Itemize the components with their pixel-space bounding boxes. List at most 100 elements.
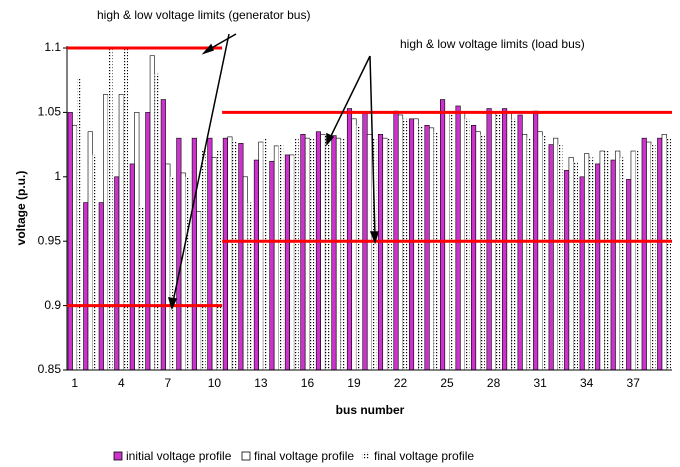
legend-swatch (113, 451, 123, 461)
legend-swatch (241, 451, 251, 461)
x-tick-label: 7 (164, 376, 171, 390)
bar (340, 138, 346, 370)
legend-label: initial voltage profile (126, 449, 232, 463)
bar (635, 151, 640, 370)
bar (242, 176, 248, 371)
bar (238, 143, 244, 371)
x-tick-label: 22 (394, 376, 408, 390)
x-tick-label: 4 (118, 376, 125, 390)
bar (641, 137, 647, 371)
plot: 0.85 0.9 0.95 1 1.05 1.1 1 4 7 10 13 16 19 22 25 28 31 34… (38, 40, 672, 390)
bar (346, 108, 353, 371)
bar (222, 137, 228, 371)
y-tick-label: 1 (54, 169, 61, 183)
x-tick-label: 1 (71, 376, 78, 390)
bar (118, 94, 124, 371)
bar (309, 138, 315, 370)
annotation: high & low voltage limits (generator bus… (97, 8, 310, 22)
bar (351, 118, 357, 371)
bar (278, 144, 284, 370)
bar (134, 112, 140, 371)
bar (630, 150, 636, 371)
bar (273, 145, 279, 371)
bar (294, 138, 299, 370)
bar (92, 154, 98, 370)
x-tick-label: 34 (580, 376, 594, 390)
bar (568, 157, 574, 371)
bar (579, 176, 585, 371)
bar (433, 131, 439, 370)
bar (145, 112, 151, 371)
bar (263, 138, 268, 370)
bar (480, 134, 485, 370)
bar (335, 137, 342, 371)
bar (114, 176, 120, 371)
bar (537, 131, 543, 371)
bar (216, 151, 222, 370)
bar (502, 108, 508, 371)
bar (522, 133, 528, 371)
bar (154, 73, 160, 370)
bar (424, 124, 430, 371)
bar (440, 99, 446, 371)
bar (418, 125, 423, 370)
bar (232, 140, 237, 370)
bar (170, 176, 175, 370)
annotation: high & low voltage limits (load bus) (400, 37, 585, 51)
bar (201, 151, 206, 370)
bar (331, 135, 337, 371)
bar (247, 202, 253, 370)
x-tick-label: 10 (208, 376, 222, 390)
bar (160, 99, 166, 371)
x-tick-label: 31 (533, 376, 547, 390)
bar (475, 131, 481, 371)
bar (227, 136, 233, 371)
bar (455, 105, 461, 371)
bar (387, 138, 392, 370)
bar (269, 161, 275, 371)
y-tick-label: 0.9 (44, 298, 61, 312)
bar (604, 151, 609, 370)
bar (325, 134, 330, 370)
bar (382, 137, 388, 371)
bar (646, 141, 652, 371)
bar (553, 137, 559, 371)
bar (650, 144, 656, 370)
y-tick-label: 1.1 (44, 40, 61, 54)
bar (356, 125, 361, 370)
bar (253, 159, 259, 371)
bar (619, 157, 625, 370)
bar (207, 137, 213, 371)
y-tick-label: 0.85 (38, 362, 62, 376)
arrows (167, 33, 380, 311)
bar (511, 118, 516, 370)
bar (610, 159, 616, 371)
bar (486, 108, 492, 371)
bar (284, 154, 290, 371)
bar (87, 131, 93, 371)
bar (191, 137, 197, 371)
legend-swatch (362, 452, 370, 460)
y-tick-label: 0.95 (38, 233, 62, 247)
y-tick-label: 1.05 (38, 105, 62, 119)
bar (258, 141, 264, 371)
bar (289, 154, 295, 371)
x-tick-label: 16 (301, 376, 315, 390)
bar (413, 118, 419, 371)
bar (588, 157, 594, 370)
x-axis-title: bus number (336, 403, 405, 417)
bar (304, 137, 311, 371)
bar (176, 137, 182, 371)
bar (129, 163, 135, 371)
bar (371, 138, 377, 370)
bar (471, 124, 477, 371)
x-tick-label: 28 (487, 376, 501, 390)
bar (557, 144, 563, 370)
bar (573, 161, 578, 370)
bar (428, 127, 435, 371)
x-tick-label: 19 (347, 376, 361, 390)
bar (300, 133, 306, 371)
y-axis-title: voltage (p.u.) (14, 171, 28, 246)
bar (139, 206, 144, 370)
